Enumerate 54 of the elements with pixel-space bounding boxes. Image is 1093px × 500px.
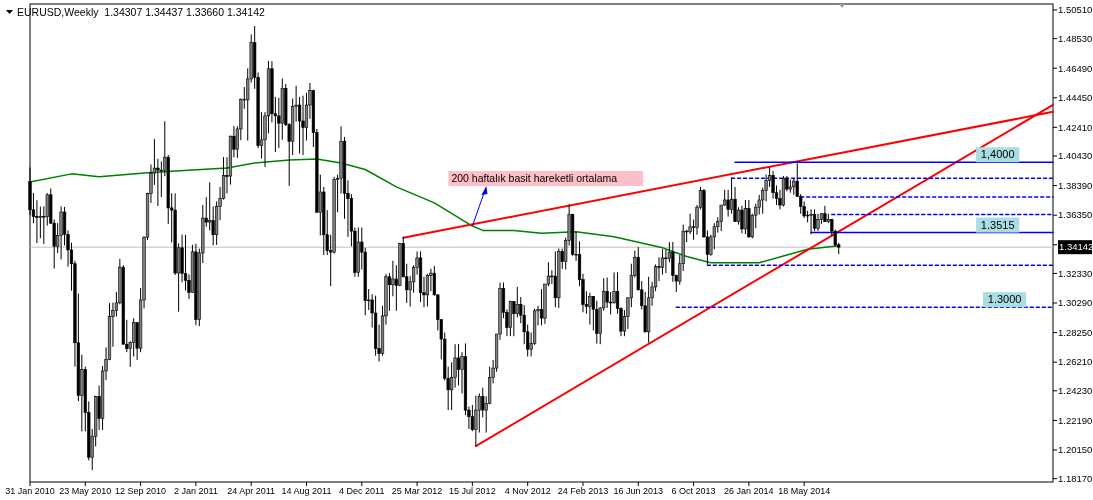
- y-tick-label: 1.24230: [1058, 385, 1093, 397]
- candlestick: [588, 292, 592, 326]
- annotation: 1.3515: [980, 218, 1015, 231]
- candlestick: [553, 250, 557, 308]
- candlestick: [515, 286, 519, 318]
- x-tick-label: 6 Oct 2013: [671, 486, 716, 496]
- candlestick: [474, 395, 478, 447]
- x-tick-label: 31 Jan 2010: [5, 486, 55, 496]
- x-tick-label: 14 Aug 2011: [281, 486, 332, 496]
- candlestick: [59, 205, 63, 260]
- x-tick-label: 12 Sep 2010: [115, 486, 167, 496]
- y-tick-label: 1.18170: [1058, 472, 1093, 484]
- y-tick-label: 1.30290: [1058, 297, 1093, 309]
- x-tick-label: 24 Feb 2013: [557, 486, 609, 496]
- x-tick-label: 23 May 2010: [59, 486, 112, 496]
- x-tick-label: 16 Jun 2013: [613, 486, 664, 496]
- x-tick-label: 18 May 2014: [778, 486, 831, 496]
- y-tick-label: 1.40430: [1058, 150, 1093, 162]
- annotation: 1,4000: [980, 148, 1015, 161]
- x-tick-label: 2 Jan 2011: [173, 486, 218, 496]
- candlestick: [391, 260, 395, 297]
- y-tick-label: 1.26210: [1058, 356, 1093, 368]
- y-tick-label: 1.22190: [1058, 414, 1093, 426]
- candlestick: [156, 158, 160, 207]
- chart-title: EURUSD,Weekly 1.34307 1.34437 1.33660 1.34142: [17, 6, 266, 18]
- candlestick: [301, 95, 305, 156]
- candlestick: [470, 404, 474, 432]
- y-tick-label: 1.20150: [1058, 444, 1093, 456]
- annotation: 1.3000: [987, 293, 1022, 306]
- y-tick-label: 1.36350: [1058, 209, 1093, 221]
- candlestick: [456, 343, 461, 386]
- y-tick-label: 1.38390: [1058, 179, 1093, 191]
- candlestick: [743, 199, 748, 235]
- candlestick: [208, 181, 212, 231]
- candlestick: [671, 241, 675, 283]
- candlestick: [425, 273, 430, 307]
- candlestick: [664, 249, 668, 274]
- x-tick-label: 24 Apr 2011: [227, 486, 276, 496]
- y-tick-label: 1.48530: [1058, 32, 1093, 44]
- x-tick-label: 15 Jul 2012: [449, 486, 496, 496]
- y-tick-label: 1.46490: [1058, 62, 1093, 74]
- ref-line-label: 1.34142: [1059, 241, 1093, 253]
- x-tick-label: 4 Dec 2011: [339, 486, 385, 496]
- y-tick-label: 1.42410: [1058, 121, 1093, 133]
- line-series: [29, 158, 840, 264]
- candlestick: [38, 206, 42, 239]
- x-tick-label: 25 Mar 2012: [391, 486, 443, 496]
- x-tick-label: 4 Nov 2012: [504, 486, 551, 496]
- y-tick-label: 1.50510: [1058, 4, 1093, 16]
- y-tick-label: 1.28250: [1058, 326, 1093, 338]
- annotation: 200 haftalık basit hareketli ortalama: [451, 172, 618, 185]
- y-tick-label: 1.32330: [1058, 267, 1093, 279]
- x-tick-label: 26 Jan 2014: [724, 486, 774, 496]
- y-tick-label: 1.44450: [1058, 92, 1093, 104]
